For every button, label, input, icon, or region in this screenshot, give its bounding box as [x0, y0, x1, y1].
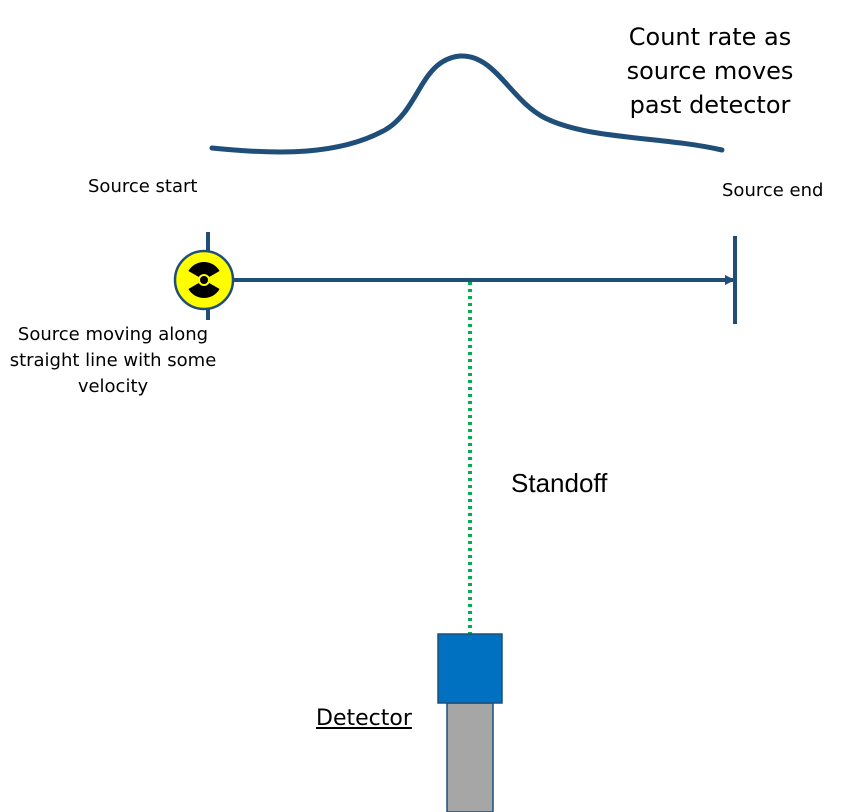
standoff-label: Standoff [511, 468, 608, 498]
source-moving-label: Source moving along straight line with s… [9, 324, 217, 397]
source-start-label: Source start [88, 176, 198, 197]
count-rate-label: Count rate as source moves past detector [626, 23, 794, 119]
source-end-label: Source end [722, 180, 824, 201]
radiation-trefoil-icon [173, 249, 235, 311]
count-rate-curve [209, 53, 725, 155]
detector-label: Detector [316, 706, 412, 731]
detector-icon [437, 633, 503, 812]
detector-body [446, 702, 494, 812]
detector-head [437, 633, 503, 704]
